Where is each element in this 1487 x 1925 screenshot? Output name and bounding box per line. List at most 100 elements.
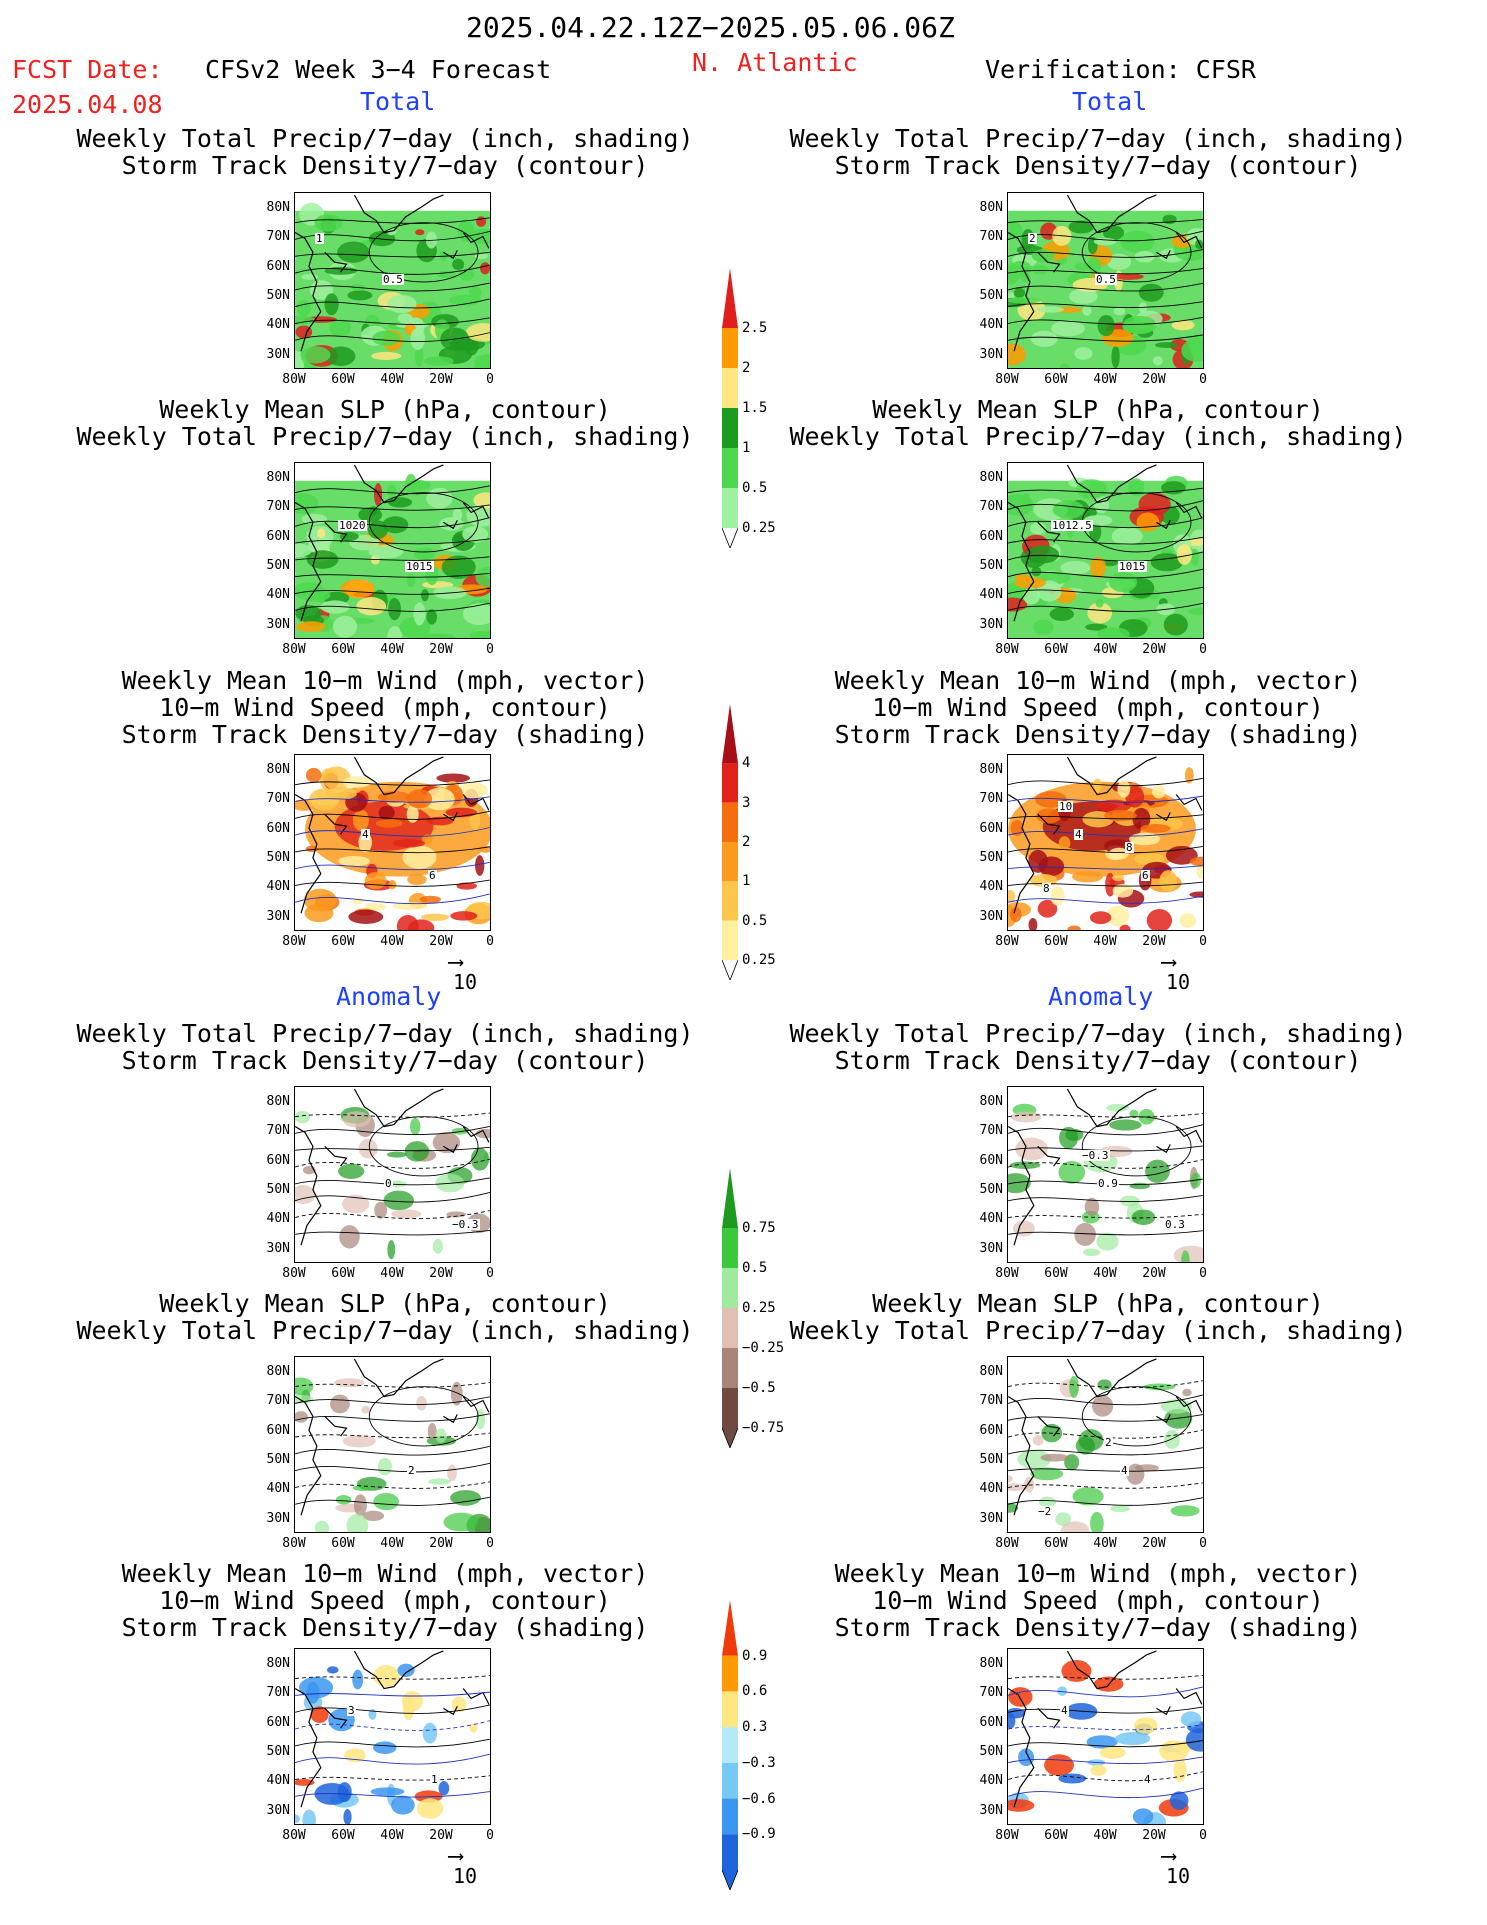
lon-tick-label: 60W [1044, 372, 1068, 387]
vector-reference: ⟶ 10 [449, 1846, 478, 1889]
contour-label: −0.3 [451, 1218, 480, 1231]
colorbar-label: 0.25 [742, 520, 776, 536]
lat-tick-label: 70N [266, 229, 290, 245]
lon-tick-label: 80W [282, 1536, 306, 1551]
map-shading [295, 194, 490, 368]
lon-tick-label: 80W [282, 934, 306, 949]
lat-tick-label: 50N [979, 1743, 1003, 1759]
lat-tick-label: 80N [979, 1364, 1003, 1379]
lon-tick-label: 60W [331, 642, 355, 657]
vector-arrow-icon: ⟶ [1162, 1844, 1176, 1869]
panel-title-line: Weekly Mean 10−m Wind (mph, vector) [834, 1559, 1362, 1588]
panel-title-line: Storm Track Density/7−day (contour) [121, 151, 649, 180]
colorbar-label: −0.75 [742, 1420, 785, 1436]
contour-label: 1020 [338, 519, 367, 532]
colorbar-swatch [722, 1798, 738, 1835]
colorbar-label: 0.5 [742, 480, 768, 496]
lat-tick-label: 50N [266, 287, 290, 303]
lon-tick-label: 0 [486, 934, 494, 949]
contour-label: 1015 [1118, 560, 1147, 573]
vector-reference-label: 10 [453, 1864, 478, 1888]
contour-label: 4 [1074, 828, 1083, 841]
contour-label: 0.5 [382, 273, 404, 286]
lat-tick-label: 60N [979, 1152, 1003, 1168]
lon-tick-label: 20W [429, 1828, 453, 1843]
colorbar-swatch [722, 1268, 738, 1308]
colorbar-label: 0.5 [742, 1260, 768, 1276]
map-shading [1008, 194, 1203, 368]
lon-tick-label: 20W [429, 372, 453, 387]
lat-tick-label: 80N [979, 470, 1003, 485]
panel-title-line: Weekly Total Precip/7−day (inch, shading… [76, 1316, 694, 1345]
lon-tick-label: 60W [1044, 1266, 1068, 1281]
lat-tick-label: 70N [266, 499, 290, 515]
panel-title-line: Weekly Total Precip/7−day (inch, shading… [789, 124, 1407, 153]
lon-tick-label: 80W [282, 642, 306, 657]
contour-label: 8 [1042, 882, 1051, 895]
colorbar-label: −0.9 [742, 1826, 776, 1843]
colorbar-swatch [722, 1388, 738, 1428]
lat-tick-label: 70N [266, 791, 290, 807]
lon-tick-label: 40W [1093, 372, 1117, 387]
panel-title-line: Storm Track Density/7−day (contour) [834, 151, 1362, 180]
colorbar-label: −0.6 [742, 1790, 776, 1807]
colorbar-label: −0.3 [742, 1754, 776, 1771]
colorbar-swatch [722, 448, 738, 488]
lon-tick-label: 40W [1093, 1828, 1117, 1843]
colorbar-label: 0.25 [742, 1300, 776, 1316]
panel-title-line: 10−m Wind Speed (mph, contour) [872, 693, 1324, 722]
lat-tick-label: 50N [979, 287, 1003, 303]
section-total-verification: Total [1072, 87, 1148, 116]
lat-tick-label: 30N [266, 1802, 290, 1818]
lat-tick-label: 60N [266, 528, 290, 544]
verification-title: Verification: CFSR [985, 55, 1256, 84]
contour-label: 1 [315, 232, 324, 245]
panel-title-line: Weekly Mean SLP (hPa, contour) [872, 395, 1324, 424]
section-anomaly-verification: Anomaly [1048, 982, 1154, 1011]
colorbar-label: 0.9 [742, 1647, 768, 1664]
panel-title-line: Storm Track Density/7−day (contour) [121, 1046, 649, 1075]
lat-tick-label: 40N [979, 879, 1003, 895]
region-title: N. Atlantic [692, 48, 858, 77]
vector-arrow-icon: ⟶ [449, 950, 463, 975]
lon-tick-label: 80W [282, 372, 306, 387]
lon-tick-label: 20W [1142, 372, 1166, 387]
lat-tick-label: 50N [266, 1743, 290, 1759]
colorbar-label: −0.25 [742, 1340, 785, 1356]
panel-forecast-total-slp: 1020 1015 [294, 462, 491, 639]
contour-label: 0.9 [1097, 1177, 1119, 1190]
lat-tick-label: 60N [979, 1714, 1003, 1730]
colorbar-label: 3 [742, 794, 751, 811]
lon-tick-label: 40W [1093, 1536, 1117, 1551]
colorbar-label: −0.5 [742, 1380, 776, 1396]
section-total-forecast: Total [360, 87, 436, 116]
colorbar-swatch [722, 1691, 738, 1728]
panel-verification-anom-slp: 4 −2 2 [1007, 1356, 1204, 1533]
lon-tick-label: 40W [1093, 642, 1117, 657]
lat-tick-label: 60N [266, 258, 290, 274]
map-shading [1008, 1358, 1203, 1532]
colorbar-storm-anom: 0.9 0.6 0.3 −0.3 −0.6 −0.9 [722, 1600, 792, 1890]
lon-tick-label: 40W [380, 1266, 404, 1281]
fcst-date-label: FCST Date: [12, 55, 163, 84]
colorbar-precip-total: 2.5 2 1.5 1 0.5 0.25 [722, 268, 792, 548]
colorbar-swatch [722, 1308, 738, 1348]
panel-title-line: 10−m Wind Speed (mph, contour) [872, 1586, 1324, 1615]
colorbar-label: 0.3 [742, 1719, 768, 1736]
lat-tick-label: 30N [979, 616, 1003, 632]
lat-tick-label: 40N [266, 317, 290, 333]
panel-forecast-anom-slp: 2 [294, 1356, 491, 1533]
lat-tick-label: 60N [266, 1152, 290, 1168]
contour-label: 4 [1143, 1773, 1152, 1786]
lon-tick-label: 60W [331, 1266, 355, 1281]
panel-verification-total-precip: 2 0.5 [1007, 192, 1204, 369]
lat-tick-label: 40N [979, 1773, 1003, 1789]
contour-label: 4 [361, 828, 370, 841]
panel-title-line: 10−m Wind Speed (mph, contour) [159, 693, 611, 722]
lat-tick-label: 40N [266, 587, 290, 603]
lat-tick-label: 30N [266, 616, 290, 632]
colorbar-label: 4 [742, 755, 751, 772]
lon-tick-label: 20W [1142, 934, 1166, 949]
